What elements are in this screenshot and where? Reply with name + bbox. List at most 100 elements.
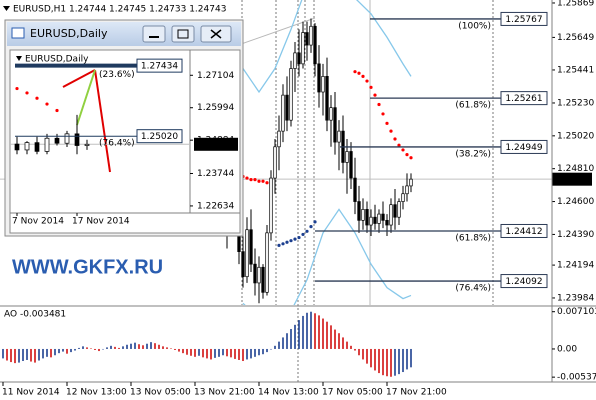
fib-percent: (76.4%) bbox=[99, 139, 135, 149]
sar-dot bbox=[401, 148, 405, 152]
candle-body bbox=[241, 251, 245, 278]
fib-price: 1.27434 bbox=[141, 62, 178, 72]
candle-body bbox=[34, 142, 40, 152]
fib-price: 1.24092 bbox=[505, 277, 542, 287]
candle-body bbox=[265, 232, 269, 293]
inset-window: EURUSD,Daily (23.6%) 1.27434 (76.4%) 1.2502… bbox=[4, 19, 244, 237]
sar-dot bbox=[389, 129, 393, 133]
candle-body bbox=[309, 25, 313, 46]
inset-chart-label: EURUSD,Daily bbox=[25, 55, 89, 65]
candle-body bbox=[74, 133, 80, 146]
current-price-box bbox=[552, 172, 592, 186]
candle-body bbox=[373, 216, 377, 224]
ao-title: AO -0.003481 bbox=[4, 310, 66, 320]
sar-dot bbox=[15, 86, 19, 91]
candle-body bbox=[329, 107, 333, 121]
maximize-button[interactable] bbox=[171, 25, 195, 43]
sar-dot bbox=[289, 239, 293, 243]
zigzag-line bbox=[76, 69, 96, 126]
y-tick-label: 0.00 bbox=[557, 344, 577, 354]
candle-body bbox=[369, 216, 373, 226]
window-icon bbox=[11, 27, 25, 39]
x-tick-label: 13 Nov 05:00 bbox=[130, 388, 191, 398]
candle-body bbox=[313, 25, 317, 65]
time-axis: 11 Nov 2014 12 Nov 13:00 13 Nov 05:00 13 No… bbox=[2, 382, 447, 398]
x-tick-label: 17 Nov 2014 bbox=[72, 217, 130, 227]
x-tick-label: 7 Nov 2014 bbox=[12, 217, 64, 227]
y-tick-label: 1.27104 bbox=[197, 71, 234, 81]
sar-dot bbox=[313, 220, 317, 224]
sar-dot bbox=[409, 156, 413, 160]
sar-dot bbox=[55, 108, 59, 113]
candle-body bbox=[305, 32, 309, 46]
candle-body bbox=[337, 130, 341, 143]
candle-body bbox=[353, 177, 357, 202]
candle-body bbox=[245, 229, 249, 278]
candle-body bbox=[277, 130, 281, 148]
y-tick-label: 1.25441 bbox=[557, 65, 594, 75]
band-line bbox=[242, 208, 412, 305]
sar-dot bbox=[277, 243, 281, 247]
fib-price-box bbox=[500, 274, 548, 289]
candle-body bbox=[393, 204, 397, 218]
y-tick-label: 1.25230 bbox=[557, 98, 594, 108]
minimize-button[interactable] bbox=[142, 25, 166, 43]
candle-body bbox=[317, 63, 321, 93]
candle-body bbox=[349, 151, 353, 179]
sar-dot bbox=[257, 179, 261, 183]
sar-dot bbox=[285, 240, 289, 244]
candle-body bbox=[301, 32, 305, 65]
fib-price-box bbox=[136, 129, 183, 144]
y-tick-label: 1.25020 bbox=[557, 131, 594, 141]
candle-body bbox=[405, 185, 409, 195]
candle-body bbox=[365, 209, 369, 226]
x-tick-label: 17 Nov 21:00 bbox=[386, 388, 447, 398]
candle-body bbox=[293, 52, 297, 69]
close-icon bbox=[210, 29, 222, 39]
candle-body bbox=[257, 266, 261, 284]
window-title: EURUSD,Daily bbox=[30, 27, 108, 40]
sar-dot bbox=[25, 91, 29, 95]
fib-price: 1.25261 bbox=[505, 94, 542, 104]
sar-dot bbox=[357, 71, 361, 75]
candle-body bbox=[84, 143, 90, 146]
candle-body bbox=[361, 209, 365, 221]
fib-percent: (76.4%) bbox=[455, 284, 491, 294]
candle-body bbox=[409, 178, 413, 187]
fib-price: 1.24412 bbox=[505, 227, 542, 237]
price-axis: (100%) 1.25767 (61.8%) 1.25261 (38.2%) 1.2494… bbox=[315, 0, 594, 303]
fib-percent: (23.6%) bbox=[99, 70, 135, 80]
y-tick-label: -0.005374 bbox=[557, 373, 596, 383]
fib-price-box bbox=[136, 58, 183, 73]
fib-price-box bbox=[500, 11, 548, 26]
candle-body bbox=[281, 94, 285, 132]
candle-body bbox=[401, 193, 405, 202]
candle-body bbox=[285, 94, 289, 121]
fib-price: 1.24949 bbox=[505, 143, 542, 153]
sar-dot bbox=[245, 176, 249, 180]
sar-dot bbox=[353, 70, 357, 74]
sar-dot bbox=[385, 121, 389, 125]
y-tick-label: 1.22634 bbox=[197, 201, 234, 211]
candle-body bbox=[269, 177, 273, 234]
sar-dot bbox=[249, 178, 253, 182]
candle-body bbox=[389, 204, 393, 226]
candle-body bbox=[64, 133, 70, 144]
candle-body bbox=[333, 107, 337, 143]
y-tick-label: 1.25649 bbox=[557, 33, 594, 43]
menu-arrow[interactable] bbox=[16, 56, 22, 61]
fib-price-box bbox=[500, 139, 548, 154]
current-price-box bbox=[194, 137, 238, 151]
y-tick-label: 1.24194 bbox=[557, 261, 594, 271]
candle-body bbox=[273, 146, 277, 179]
sar-dot bbox=[253, 178, 257, 182]
inset-plot bbox=[10, 69, 190, 173]
sar-dot bbox=[261, 179, 265, 183]
ao-plot bbox=[2, 311, 412, 377]
sar-dot bbox=[293, 237, 297, 241]
menu-arrow[interactable] bbox=[3, 6, 10, 11]
fib-percent: (61.8%) bbox=[455, 233, 491, 243]
sar-dot bbox=[305, 229, 309, 233]
fib-percent: (100%) bbox=[458, 21, 491, 31]
